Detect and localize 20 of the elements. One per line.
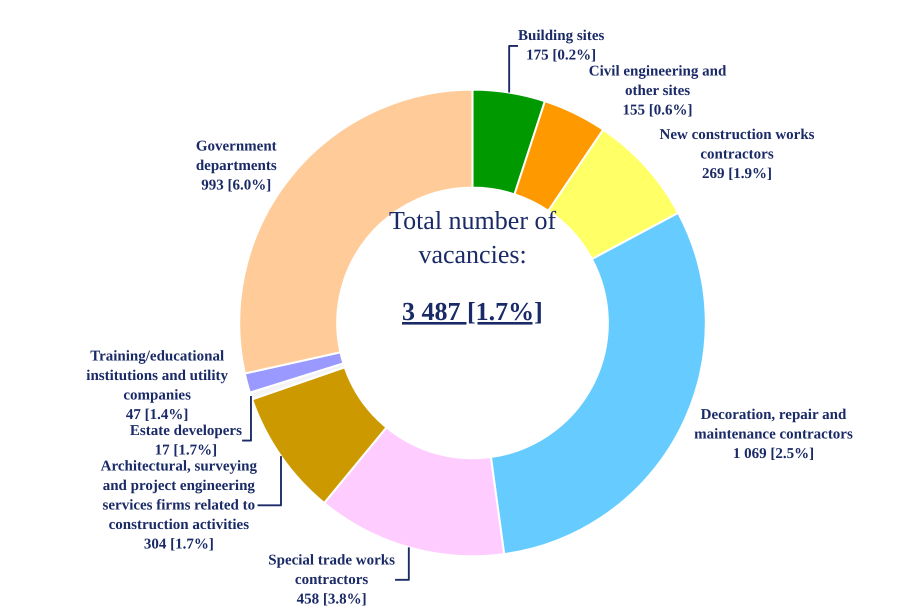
slice-label: Special trade works contractors xyxy=(268,552,396,588)
data-label: 993 [6.0%] xyxy=(201,178,272,194)
slice-label: Architectural, surveying and project engineering services firms related to construction activities xyxy=(100,458,258,533)
slice-label: Civil engineering and other sites xyxy=(588,64,727,100)
text: Total number of vacancies: xyxy=(389,206,556,269)
slice-label: Building sites xyxy=(518,28,604,44)
data-label: 155 [0.6%] xyxy=(622,102,693,119)
data-label: 175 [0.2%] xyxy=(526,48,596,64)
slice-label: Decoration, repair and maintenance contractors xyxy=(694,407,853,443)
slice-label: Estate developers xyxy=(130,422,242,439)
data-label: 47 [1.4%] xyxy=(126,406,188,423)
text: 3 487 [1.7%] xyxy=(402,297,543,326)
slice-label: Government departments xyxy=(196,138,277,174)
slice-label: New construction works contractors xyxy=(660,126,815,162)
data-label: 458 [3.8%] xyxy=(296,591,367,608)
slice-label: Training/educational institutions and utility companies xyxy=(86,348,228,404)
data-label: 1 069 [2.5%] xyxy=(732,446,814,462)
data-label: 269 [1.9%] xyxy=(702,166,772,182)
data-label: 304 [1.7%] xyxy=(144,536,214,552)
data-label: 17 [1.7%] xyxy=(154,442,218,458)
